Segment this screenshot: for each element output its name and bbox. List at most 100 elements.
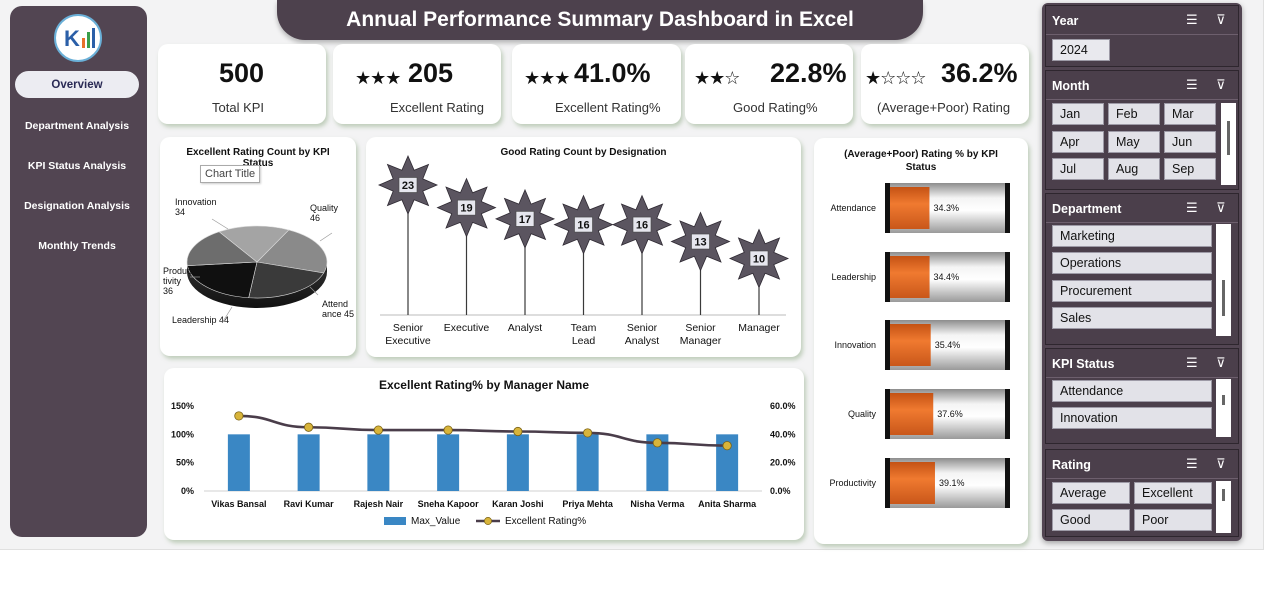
multi-select-icon[interactable]: ☰ bbox=[1186, 12, 1198, 27]
slicer-item-innovation[interactable]: Innovation bbox=[1052, 407, 1212, 429]
slicer-divider bbox=[1046, 34, 1238, 35]
line-point-priya-mehta bbox=[583, 428, 593, 438]
value-box-team-lead bbox=[574, 216, 593, 233]
pie-data-label-innovation: Innovation 34 bbox=[175, 197, 217, 217]
chart-title: Excellent Rating Count by KPI Status bbox=[186, 147, 330, 169]
slicer-item-mar[interactable]: Mar bbox=[1164, 103, 1216, 125]
nav-item-designation-analysis[interactable]: Designation Analysis bbox=[24, 199, 130, 212]
pie-data-label-attendance: Attend ance 45 bbox=[322, 299, 354, 319]
pie-slice-innovation bbox=[218, 225, 290, 263]
combo-bar-line-chart: 0% 50% 100% 150% 0.0% 20.0% 40.0% 60.0% Vikas Ba… bbox=[171, 401, 796, 527]
kpi-card-average-poor-rating: ★☆☆☆ 36.2% (Average+Poor) Rating bbox=[861, 44, 1029, 124]
slicer-item-sep[interactable]: Sep bbox=[1164, 158, 1216, 180]
dashboard-canvas: K Overview Department Analysis KPI Statu… bbox=[0, 0, 1264, 550]
nav-item-overview[interactable]: Overview bbox=[15, 71, 139, 98]
slicer-divider bbox=[1046, 478, 1238, 479]
kpi-status-slicer-scrollbar[interactable] bbox=[1216, 379, 1231, 437]
slicer-item-average[interactable]: Average bbox=[1052, 482, 1130, 504]
x-tick-label-team-lead: Team Lead bbox=[571, 322, 597, 347]
slicer-item-procurement[interactable]: Procurement bbox=[1052, 280, 1212, 302]
x-tick-label-manager: Manager bbox=[738, 322, 780, 334]
slicer-item-jan[interactable]: Jan bbox=[1052, 103, 1104, 125]
data-label-leadership: 34.4% bbox=[934, 272, 960, 282]
line-point-nisha-verma bbox=[652, 438, 662, 448]
bar-cap-right bbox=[1005, 458, 1010, 508]
clear-filter-icon[interactable]: ⊽ bbox=[1216, 77, 1226, 92]
multi-select-icon[interactable]: ☰ bbox=[1186, 355, 1198, 370]
bar-anita-sharma bbox=[716, 434, 739, 491]
data-label-senior-analyst: 16 bbox=[636, 220, 648, 232]
chart-title: Excellent Rating% by Manager Name bbox=[378, 378, 590, 392]
bar-cap-left bbox=[885, 183, 890, 233]
slicer-item-good[interactable]: Good bbox=[1052, 509, 1130, 531]
y-right-tick-label: 20.0% bbox=[770, 458, 796, 468]
three-star-icon: ★★★ bbox=[524, 68, 570, 88]
slicer-header: KPI Status bbox=[1052, 357, 1115, 371]
nav-item-monthly-trends[interactable]: Monthly Trends bbox=[38, 239, 116, 252]
slicer-item-marketing[interactable]: Marketing bbox=[1052, 225, 1212, 247]
clear-filter-icon[interactable]: ⊽ bbox=[1216, 200, 1226, 215]
slicer-panel: Year ☰ ⊽ 2024 Month ☰ ⊽ Jan Feb Mar Apr … bbox=[1042, 3, 1242, 541]
good-rating-designation-chart[interactable]: Good Rating Count by Designation 23 Senio… bbox=[366, 137, 801, 357]
slicer-header: Year bbox=[1052, 14, 1079, 28]
month-slicer-scrollbar[interactable] bbox=[1221, 103, 1236, 185]
clear-filter-icon[interactable]: ⊽ bbox=[1216, 355, 1226, 370]
pie-chart: Quality 46 Attend ance 45 Leadership 44 Produ… bbox=[163, 197, 354, 325]
data-label-team-lead: 16 bbox=[577, 220, 589, 232]
chart-title: (Average+Poor) Rating % by KPI Status bbox=[844, 149, 998, 173]
slicer-item-may[interactable]: May bbox=[1108, 131, 1160, 153]
slicer-item-aug[interactable]: Aug bbox=[1108, 158, 1160, 180]
excellent-rating-manager-chart[interactable]: Excellent Rating% by Manager Name 0% 50% 1… bbox=[164, 368, 804, 540]
pie-slice-attendance bbox=[248, 261, 325, 299]
left-navigation: K Overview Department Analysis KPI Statu… bbox=[10, 6, 147, 537]
kpi-value: 41.0% bbox=[574, 58, 651, 88]
slicer-item-2024[interactable]: 2024 bbox=[1052, 39, 1110, 61]
x-tick-label-vikas-bansal: Vikas Bansal bbox=[211, 499, 266, 509]
slicer-item-jun[interactable]: Jun bbox=[1164, 131, 1216, 153]
y-tick-label-leadership: Leadership bbox=[831, 272, 876, 282]
title-banner: Annual Performance Summary Dashboard in … bbox=[277, 0, 923, 40]
x-tick-label-karan-joshi: Karan Joshi bbox=[492, 499, 544, 509]
slicer-item-feb[interactable]: Feb bbox=[1108, 103, 1160, 125]
multi-select-icon[interactable]: ☰ bbox=[1186, 456, 1198, 471]
x-tick-label-rajesh-nair: Rajesh Nair bbox=[354, 499, 404, 509]
legend-swatch-max-value bbox=[384, 517, 406, 525]
multi-select-icon[interactable]: ☰ bbox=[1186, 77, 1198, 92]
average-poor-rating-kpi-status-chart[interactable]: (Average+Poor) Rating % by KPI Status 34… bbox=[814, 138, 1028, 544]
slicer-item-operations[interactable]: Operations bbox=[1052, 252, 1212, 274]
bar-ravi-kumar bbox=[297, 434, 320, 491]
bar-cap-left bbox=[885, 458, 890, 508]
slicer-item-apr[interactable]: Apr bbox=[1052, 131, 1104, 153]
clear-filter-icon[interactable]: ⊽ bbox=[1216, 456, 1226, 471]
nav-item-kpi-status-analysis[interactable]: KPI Status Analysis bbox=[27, 159, 127, 172]
department-slicer-scrollbar[interactable] bbox=[1216, 224, 1231, 336]
slicer-item-attendance[interactable]: Attendance bbox=[1052, 380, 1212, 402]
bar-cap-left bbox=[885, 252, 890, 302]
clear-filter-icon[interactable]: ⊽ bbox=[1216, 12, 1226, 27]
kpi-card-total-kpi: 500 Total KPI bbox=[158, 44, 326, 124]
value-box-manager bbox=[749, 250, 769, 267]
x-tick-label-ravi-kumar: Ravi Kumar bbox=[284, 499, 335, 509]
pie-leader-line bbox=[309, 286, 319, 296]
excellent-rating-kpi-status-chart[interactable]: Excellent Rating Count by KPI Status Cha… bbox=[160, 137, 356, 356]
y-tick-label-attendance: Attendance bbox=[830, 203, 876, 213]
bar-priya-mehta bbox=[576, 434, 599, 491]
data-label-attendance: 34.3% bbox=[933, 203, 959, 213]
bar-innovation bbox=[890, 324, 931, 366]
pie-leader-line bbox=[221, 306, 233, 324]
multi-select-icon[interactable]: ☰ bbox=[1186, 200, 1198, 215]
chart-title: Good Rating Count by Designation bbox=[500, 147, 667, 158]
slicer-item-sales[interactable]: Sales bbox=[1052, 307, 1212, 329]
data-label-productivity: 39.1% bbox=[939, 478, 965, 488]
rating-slicer-scrollbar[interactable] bbox=[1216, 481, 1231, 533]
y-left-tick-label: 100% bbox=[171, 429, 194, 439]
x-tick-label-senior-manager: Senior Manager bbox=[680, 322, 722, 347]
slicer-item-jul[interactable]: Jul bbox=[1052, 158, 1104, 180]
slicer-item-excellent[interactable]: Excellent bbox=[1134, 482, 1212, 504]
nav-item-department-analysis[interactable]: Department Analysis bbox=[24, 119, 130, 132]
kpi-label: Good Rating% bbox=[733, 100, 818, 115]
star-lollipop-chart: 23 Senior Executive 19 Executive 17 Analyst 16 T… bbox=[377, 154, 790, 347]
data-label-manager: 10 bbox=[753, 253, 765, 265]
bar-cap-right bbox=[1005, 183, 1010, 233]
slicer-item-poor[interactable]: Poor bbox=[1134, 509, 1212, 531]
